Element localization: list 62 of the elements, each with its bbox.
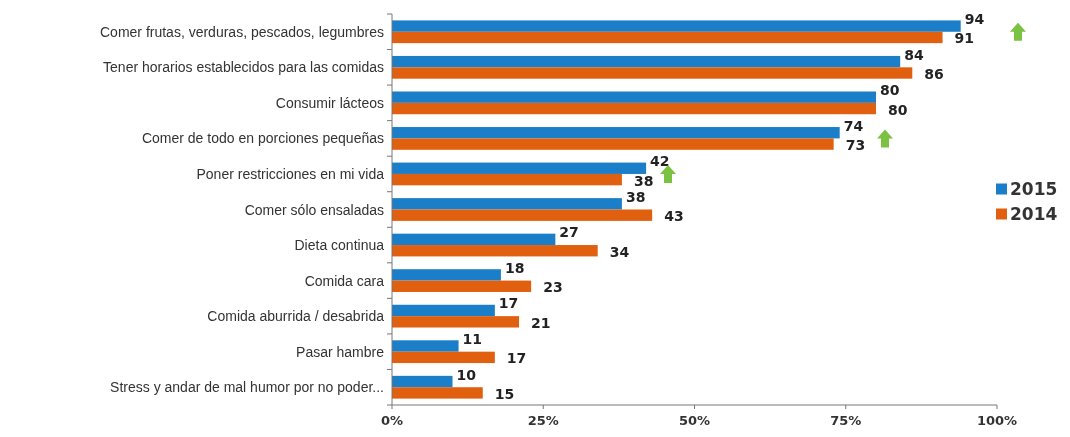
data-label: 17 (506, 350, 527, 367)
data-label: 84 (904, 46, 924, 63)
y-tick-label: Comer de todo en porciones pequeñas (141, 130, 384, 147)
data-label: 11 (462, 330, 483, 347)
bar (392, 127, 840, 139)
bar (392, 67, 913, 79)
bar (392, 20, 961, 32)
bar (392, 375, 453, 388)
y-tick-label: Comer sólo ensaladas (244, 201, 384, 218)
y-tick-label: Stress y andar de mal humor por no poder... (110, 379, 384, 396)
y-tick-label: Comida cara (304, 272, 385, 289)
data-label: 86 (924, 66, 944, 83)
data-label: 74 (843, 117, 864, 134)
data-label: 94 (964, 11, 985, 28)
data-label: 17 (498, 295, 519, 312)
data-label: 38 (625, 188, 646, 205)
data-label: 43 (664, 208, 684, 225)
bar (392, 387, 483, 399)
x-tick-label: 0% (380, 413, 404, 428)
data-label: 80 (880, 82, 900, 99)
bar (392, 233, 556, 246)
y-tick-label: Tener horarios establecidos para las comidas (103, 59, 384, 76)
bar (392, 31, 943, 44)
x-tick-label: 50% (678, 413, 711, 428)
bar (392, 198, 622, 210)
y-tick-label: Poner restricciones en mi vida (196, 165, 385, 182)
bar (392, 173, 622, 186)
y-tick-label: Dieta continua (294, 237, 385, 254)
x-tick-label: 100% (976, 413, 1018, 428)
bar (392, 351, 495, 364)
data-label: 42 (650, 153, 670, 170)
bar (392, 304, 495, 317)
bar (392, 245, 598, 257)
data-label: 80 (888, 101, 908, 118)
legend-label: 2014 (1010, 203, 1058, 224)
bar (392, 162, 647, 174)
bar (392, 269, 501, 281)
bar (392, 209, 653, 221)
data-label: 38 (633, 172, 654, 189)
bar (392, 316, 520, 328)
data-label: 18 (504, 259, 525, 276)
bar (392, 280, 532, 292)
data-label: 73 (845, 137, 866, 154)
y-tick-label: Comida aburrida / desabrida (207, 308, 385, 325)
bar (392, 55, 901, 68)
data-label: 15 (494, 385, 515, 402)
bar (392, 91, 876, 103)
data-label: 91 (954, 30, 975, 47)
bar (392, 102, 876, 115)
x-tick-label: 75% (830, 413, 862, 428)
data-label: 27 (559, 224, 579, 241)
data-label: 23 (543, 279, 563, 296)
data-label: 10 (456, 366, 477, 383)
legend-label: 2015 (1010, 178, 1058, 199)
bar (392, 340, 459, 352)
bar (392, 138, 834, 150)
y-tick-label: Comer frutas, verduras, pescados, legumbres (99, 23, 384, 40)
x-tick-label: 25% (527, 413, 559, 428)
y-tick-label: Consumir lácteos (275, 94, 384, 111)
y-tick-label: Pasar hambre (296, 343, 385, 360)
data-label: 34 (609, 243, 630, 260)
data-label: 21 (531, 314, 551, 331)
